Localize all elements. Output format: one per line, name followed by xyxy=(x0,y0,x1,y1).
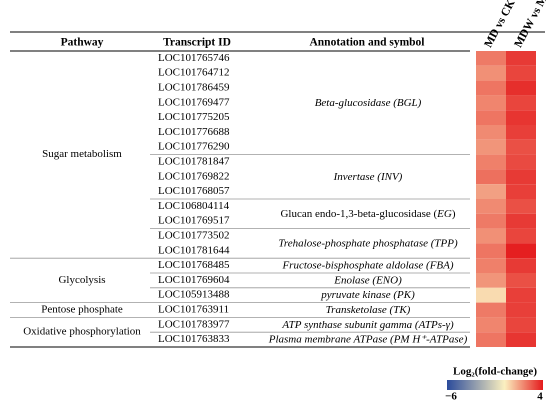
colorbar xyxy=(447,380,543,390)
transcript-id: LOC101781847 xyxy=(158,156,230,168)
transcript-id: LOC101765746 xyxy=(158,52,230,64)
annotation-part: ATP synthase subunit gamma (ATPs-γ) xyxy=(281,318,454,330)
heat-cell xyxy=(506,199,536,214)
annotation: Beta-glucosidase (BGL) xyxy=(315,96,422,108)
pathway: Glycolysis xyxy=(58,274,105,286)
transcript-id: LOC101776688 xyxy=(158,126,230,138)
annotation-part: Invertase (INV) xyxy=(333,170,403,182)
annotation-part: Plasma membrane ATPase (PM H⁺-ATPase) xyxy=(268,333,468,345)
transcript-id: LOC101773502 xyxy=(158,230,230,242)
heat-cell xyxy=(506,332,536,347)
transcript-id: LOC101763833 xyxy=(158,333,230,345)
transcript-id: LOC105913488 xyxy=(158,289,230,301)
heat-cell xyxy=(476,139,506,155)
transcript-id: LOC101769822 xyxy=(158,170,230,182)
annotation: Trehalose-phosphate phosphatase (TPP) xyxy=(278,237,458,249)
annotation-header: Annotation and symbol xyxy=(309,37,424,49)
transcript-id: LOC101781644 xyxy=(158,244,230,256)
heat-cell xyxy=(476,258,506,273)
transcript-id: LOC101768485 xyxy=(158,259,230,271)
annotation: Plasma membrane ATPase (PM H⁺-ATPase) xyxy=(268,333,468,345)
heat-cell xyxy=(506,228,536,244)
heat-cell xyxy=(506,154,536,170)
annotation-part: Fructose-bisphosphate aldolase (FBA) xyxy=(281,259,453,271)
heat-cell xyxy=(476,213,506,229)
colorbar-max: 4 xyxy=(537,391,543,403)
heat-cell xyxy=(476,332,506,347)
heat-cell xyxy=(506,80,536,96)
transcript-id: LOC101776290 xyxy=(158,141,230,153)
pathway: Oxidative phosphorylation xyxy=(23,326,141,338)
heat-cell xyxy=(476,184,506,199)
annotation-part: Transketolase (TK) xyxy=(326,304,411,316)
heat-cell xyxy=(476,110,506,125)
comparison-header: MDW vs MD xyxy=(512,0,550,50)
heat-cell xyxy=(506,243,536,259)
colorbar-label: Log₂(fold-change) xyxy=(453,366,537,378)
heat-cell xyxy=(476,80,506,96)
annotation-part: Beta-glucosidase (BGL) xyxy=(315,96,422,108)
heat-cell xyxy=(506,110,536,125)
heat-cell xyxy=(476,228,506,244)
heat-cell xyxy=(476,287,506,303)
annotation-part: Trehalose-phosphate phosphatase (TPP) xyxy=(278,237,458,249)
transcript-id: LOC101763911 xyxy=(158,304,229,316)
transcript-id: LOC101775205 xyxy=(158,111,230,123)
transcript-id: LOC101769517 xyxy=(158,215,230,227)
heat-cell xyxy=(476,65,506,81)
heat-cell xyxy=(506,258,536,273)
annotation: Enolase (ENO) xyxy=(333,274,402,286)
transcript-header: Transcript ID xyxy=(163,37,231,49)
annotation-part: Glucan endo-1,3-beta-glucosidase ( xyxy=(280,207,437,219)
heat-cell xyxy=(506,317,536,333)
annotation-part: EG xyxy=(436,207,452,219)
heat-cell xyxy=(476,199,506,214)
heat-cell xyxy=(506,184,536,199)
transcript-id: LOC101769604 xyxy=(158,274,230,286)
annotation-part: Enolase (ENO) xyxy=(333,274,402,286)
heat-cell xyxy=(476,273,506,288)
heat-cell xyxy=(476,169,506,185)
heat-cell xyxy=(506,65,536,81)
annotation: pyruvate kinase (PK) xyxy=(320,289,415,301)
heat-cell xyxy=(506,287,536,303)
heat-cell xyxy=(476,125,506,140)
heat-cell xyxy=(506,213,536,229)
heat-cell xyxy=(506,302,536,318)
transcript-id: LOC101768057 xyxy=(158,185,230,197)
transcript-id: LOC101764712 xyxy=(158,67,230,79)
colorbar-min: −6 xyxy=(445,391,457,403)
annotation: Transketolase (TK) xyxy=(326,304,411,316)
pathway-header: Pathway xyxy=(61,37,104,49)
annotation-part: ) xyxy=(452,207,456,219)
transcript-id: LOC101786459 xyxy=(158,82,230,94)
heat-cell xyxy=(476,243,506,259)
heat-cell xyxy=(506,273,536,288)
heat-cell xyxy=(476,95,506,111)
annotation: Glucan endo-1,3-beta-glucosidase (EG) xyxy=(280,207,455,219)
transcript-id: LOC101769477 xyxy=(158,96,230,108)
heat-cell xyxy=(506,169,536,185)
heat-cell xyxy=(476,154,506,170)
heat-cell xyxy=(476,51,506,66)
annotation: Fructose-bisphosphate aldolase (FBA) xyxy=(281,259,453,271)
heat-cell xyxy=(476,302,506,318)
annotation: ATP synthase subunit gamma (ATPs-γ) xyxy=(281,318,454,330)
transcript-id: LOC106804114 xyxy=(158,200,230,212)
heat-cell xyxy=(506,139,536,155)
pathway: Sugar metabolism xyxy=(42,148,122,160)
annotation-part: pyruvate kinase (PK) xyxy=(320,289,415,301)
transcript-id: LOC101783977 xyxy=(158,318,230,330)
heat-cell xyxy=(476,317,506,333)
annotation: Invertase (INV) xyxy=(333,170,403,182)
heat-cell xyxy=(506,51,536,66)
pathway: Pentose phosphate xyxy=(41,304,123,316)
heat-cell xyxy=(506,125,536,140)
heat-cell xyxy=(506,95,536,111)
